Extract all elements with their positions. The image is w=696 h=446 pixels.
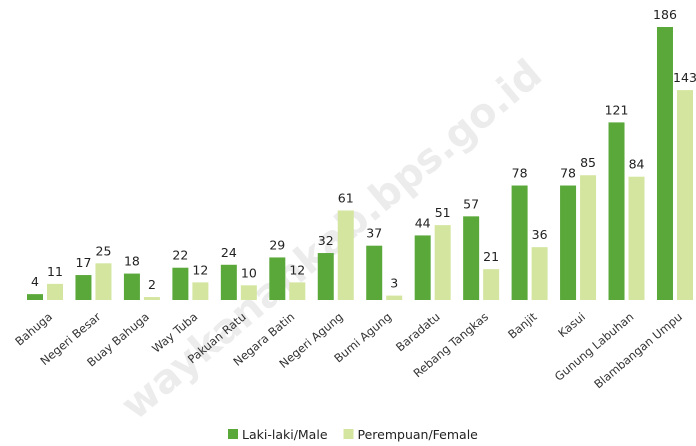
value-label: 32	[318, 233, 334, 248]
value-label: 36	[532, 227, 548, 242]
bar	[47, 283, 63, 300]
value-label: 37	[366, 226, 382, 241]
bar	[531, 247, 548, 300]
value-label: 84	[629, 157, 645, 172]
value-label: 186	[653, 7, 677, 22]
bar	[366, 245, 383, 300]
value-label: 11	[47, 264, 63, 279]
value-label: 24	[221, 245, 237, 260]
bar	[143, 297, 160, 300]
x-tick-label: Banjit	[505, 309, 540, 341]
x-tick-label: Blambangan Umpu	[591, 310, 685, 392]
value-label: 85	[580, 155, 596, 170]
bar	[483, 269, 500, 300]
bar	[95, 263, 112, 300]
bar	[317, 253, 334, 300]
bar	[192, 282, 209, 300]
value-label: 51	[435, 205, 451, 220]
value-label: 21	[483, 249, 499, 264]
value-label: 17	[76, 255, 92, 270]
value-label: 44	[415, 215, 431, 230]
bar	[386, 295, 403, 300]
bar	[676, 90, 693, 300]
bar	[289, 282, 306, 300]
legend-swatch	[343, 429, 354, 439]
bar	[337, 210, 354, 300]
legend-label: Laki-laki/Male	[242, 427, 328, 442]
bar	[463, 216, 480, 300]
value-label: 25	[96, 243, 112, 258]
value-label: 2	[148, 277, 156, 292]
bar	[220, 264, 237, 300]
bar	[580, 175, 597, 300]
value-label: 29	[269, 237, 285, 252]
bar	[240, 285, 257, 300]
x-tick-label: Baradatu	[393, 310, 442, 355]
bar	[434, 225, 451, 300]
bar	[560, 185, 577, 300]
value-label: 12	[289, 262, 305, 277]
value-label: 12	[192, 262, 208, 277]
bar	[628, 176, 645, 300]
x-tick-label: Kasui	[555, 310, 588, 341]
bar	[75, 275, 92, 300]
value-label: 143	[673, 70, 696, 85]
x-tick-label: Bahuga	[12, 310, 55, 349]
bar	[608, 122, 625, 300]
bar	[27, 294, 43, 300]
value-label: 121	[605, 102, 629, 117]
value-label: 61	[338, 190, 354, 205]
value-label: 78	[512, 166, 528, 181]
value-label: 78	[560, 166, 576, 181]
bar	[414, 235, 431, 300]
value-label: 3	[390, 276, 398, 291]
bar	[511, 185, 528, 300]
legend-swatch	[228, 429, 238, 439]
legend-label: Perempuan/Female	[358, 427, 479, 442]
value-label: 22	[172, 248, 188, 263]
value-label: 4	[31, 274, 39, 289]
bar	[123, 273, 140, 300]
bar	[269, 257, 286, 300]
value-label: 10	[241, 265, 257, 280]
bar	[656, 27, 673, 300]
value-label: 57	[463, 196, 479, 211]
value-label: 18	[124, 254, 140, 269]
bar	[172, 267, 189, 300]
